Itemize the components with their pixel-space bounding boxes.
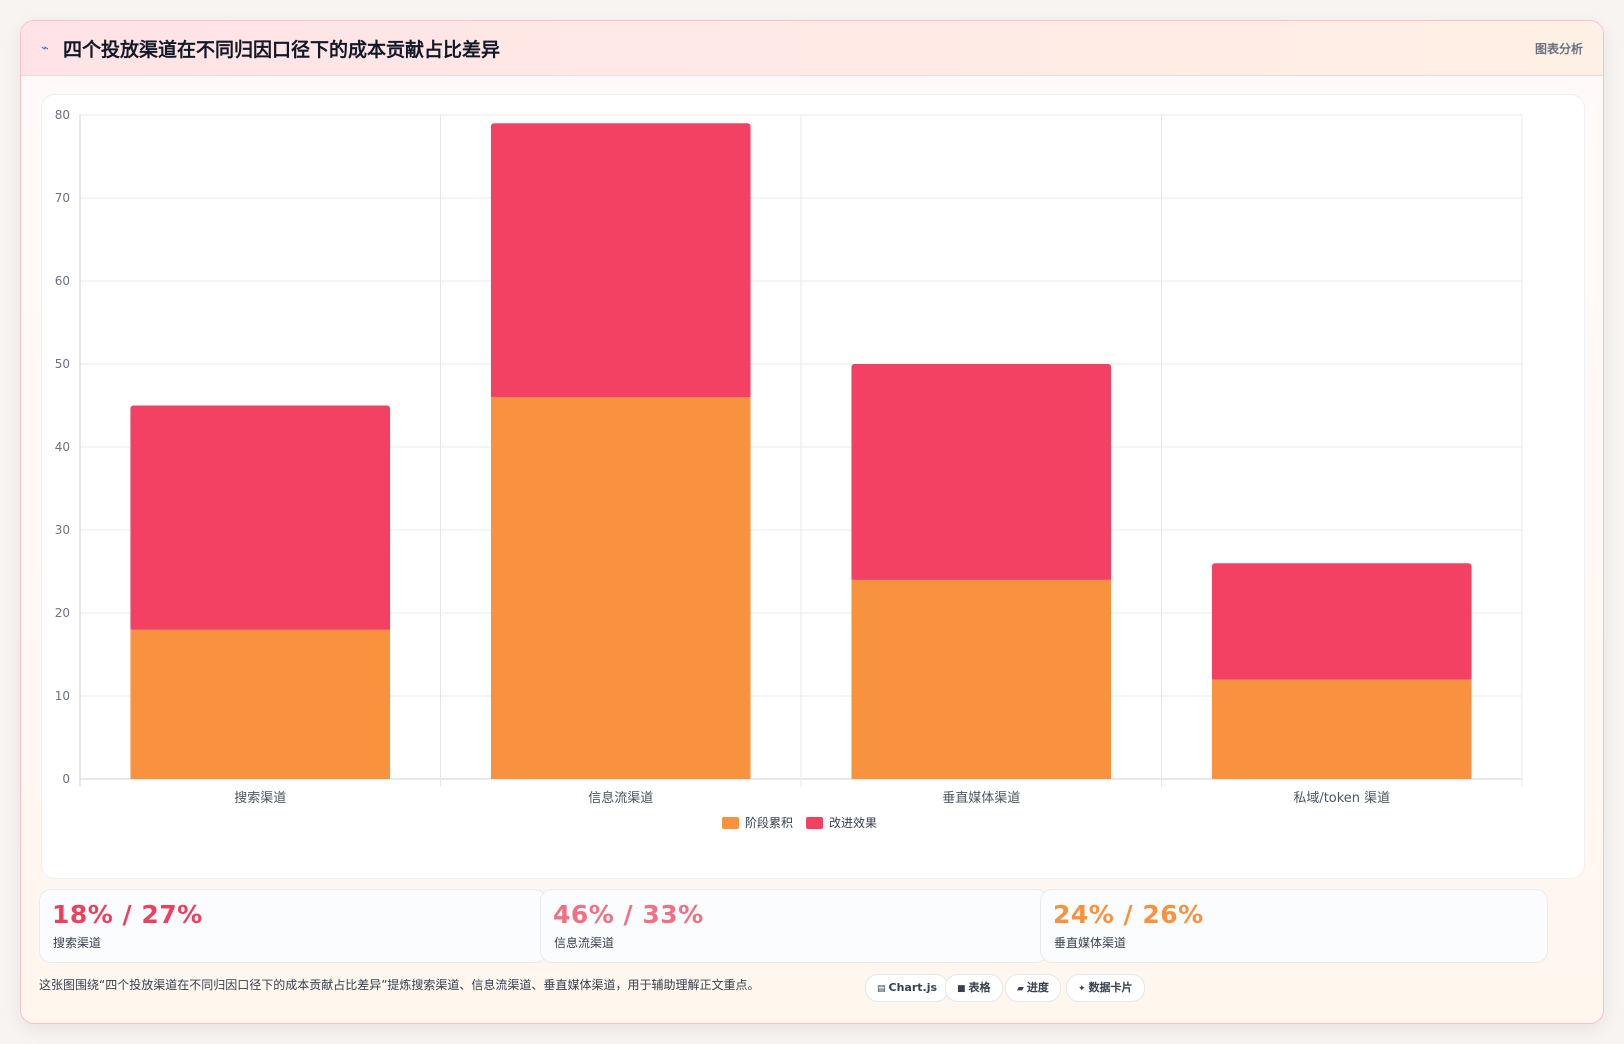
legend-label: 改进效果 [829, 815, 877, 830]
stat-card-vertical: 24% / 26% 垂直媒体渠道 [1040, 889, 1548, 963]
y-tick-label: 70 [55, 191, 70, 205]
stat-card-search: 18% / 27% 搜索渠道 [39, 889, 547, 963]
y-tick-label: 30 [55, 523, 70, 537]
stat-value: 24% / 26% [1053, 900, 1204, 929]
footer-note: 这张图围绕“四个投放渠道在不同归因口径下的成本贡献占比差异”提炼搜索渠道、信息流… [39, 978, 760, 992]
progress-icon: ▰ [1017, 984, 1024, 994]
chip-chartjs[interactable]: ▤ Chart.js [865, 974, 950, 1002]
y-tick-label: 80 [55, 108, 70, 122]
chart-icon: ▤ [877, 984, 886, 994]
page-title: 四个投放渠道在不同归因口径下的成本贡献占比差异 [63, 39, 501, 61]
x-tick-label: 私域/token 渠道 [1293, 791, 1390, 806]
chart-panel: 0 10 20 30 40 50 60 70 80 搜索渠道 信息流渠道 垂直媒体渠道 私域/token… [41, 94, 1585, 879]
stat-value: 18% / 27% [52, 900, 203, 929]
chip-label: 数据卡片 [1088, 981, 1133, 994]
chip-progress[interactable]: ▰ 进度 [1005, 974, 1061, 1002]
legend-swatch [722, 817, 739, 829]
stat-label: 信息流渠道 [554, 936, 615, 950]
bar-segment [1211, 679, 1472, 779]
y-tick-label: 10 [55, 689, 70, 703]
chip-label: Chart.js [888, 981, 938, 994]
bar-segment [130, 629, 391, 779]
y-tick-label: 50 [55, 357, 70, 371]
y-tick-label: 20 [55, 606, 70, 620]
stacked-bar-chart: 0 10 20 30 40 50 60 70 80 搜索渠道 信息流渠道 垂直媒体渠道 私域/token… [55, 108, 1523, 830]
chip-table[interactable]: ■ 表格 [945, 974, 1003, 1002]
table-icon: ■ [957, 984, 966, 994]
stat-value: 46% / 33% [553, 900, 704, 929]
stat-label: 垂直媒体渠道 [1054, 936, 1127, 950]
legend-swatch [806, 817, 823, 829]
bar-segment-fill [490, 127, 751, 398]
bar-segment-fill [851, 368, 1112, 580]
chart-line-icon: ⌁ [41, 41, 49, 56]
chip-label: 表格 [968, 981, 991, 994]
chip-label: 进度 [1026, 981, 1049, 994]
header-tag: 图表分析 [1534, 42, 1583, 56]
bar-segment-fill [130, 409, 391, 630]
data-card-icon: ✦ [1078, 984, 1086, 994]
y-tick-label: 40 [55, 440, 70, 454]
x-tick-label: 信息流渠道 [588, 790, 653, 806]
y-tick-label: 0 [62, 772, 70, 786]
legend-label: 阶段累积 [745, 815, 793, 830]
x-tick-label: 搜索渠道 [234, 791, 286, 806]
stat-card-feed: 46% / 33% 信息流渠道 [540, 889, 1048, 963]
chip-data-card[interactable]: ✦ 数据卡片 [1066, 974, 1145, 1002]
card-header: ⌁ 四个投放渠道在不同归因口径下的成本贡献占比差异 图表分析 [21, 21, 1603, 76]
x-tick-label: 垂直媒体渠道 [942, 791, 1020, 806]
bar-segment-fill [1211, 567, 1472, 680]
chart-card: ⌁ 四个投放渠道在不同归因口径下的成本贡献占比差异 图表分析 0 10 20 30 40… [20, 20, 1604, 1024]
bar-segment [851, 579, 1112, 779]
y-tick-label: 60 [55, 274, 70, 288]
stat-label: 搜索渠道 [53, 936, 102, 950]
bar-segment [490, 397, 751, 779]
